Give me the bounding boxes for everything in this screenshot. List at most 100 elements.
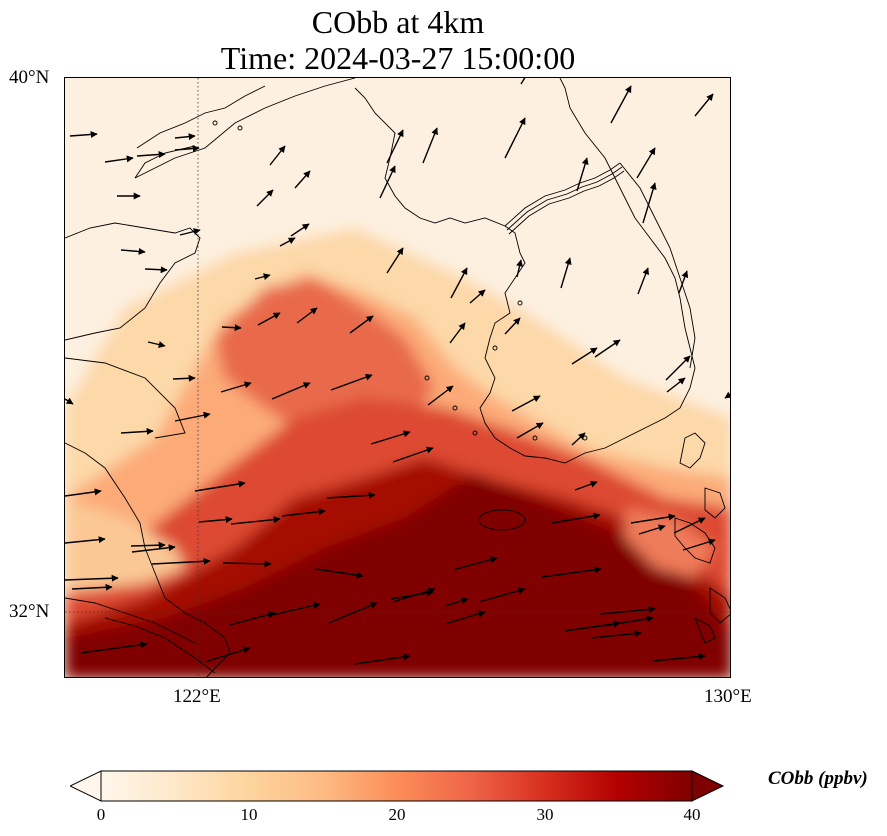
wind-arrow [65,488,102,497]
wind-arrow [174,145,200,153]
wind-arrow [290,223,310,237]
wind-vectors [65,78,730,665]
wind-arrow [444,597,469,607]
wind-arrow [179,228,201,236]
wind-arrow [560,257,572,289]
wind-arrow [390,589,434,600]
colorbar-tick-0: 0 [96,805,106,824]
wind-arrow [682,538,716,551]
wind-arrow [724,391,730,399]
wind-arrow [256,189,274,207]
wind-arrow [666,377,686,393]
wind-arrow [516,259,523,278]
wind-arrow [222,560,272,568]
wind-arrow [504,117,526,159]
wind-arrow [673,517,706,534]
wind-arrow [564,620,621,632]
wind-arrow [147,341,166,348]
wind-arrow [636,147,656,179]
colorbar-gradient [100,770,693,802]
wind-arrow [221,324,242,332]
wind-arrow [65,397,74,405]
wind-arrow [511,395,541,412]
colorbar-tick-30: 30 [536,805,554,824]
cobb-concentration-field [65,78,730,677]
wind-arrow [229,611,276,626]
wind-arrow [379,165,396,199]
wind-arrow [144,266,168,274]
wind-arrow [594,339,621,358]
wind-arrow [469,289,486,304]
wind-arrow [271,382,311,400]
wind-arrow [296,307,318,324]
wind-arrow [257,312,281,326]
colorbar-tick-20: 20 [388,805,406,824]
colorbar-tick-40: 40 [683,805,701,824]
map-canvas [65,78,730,677]
wind-arrow [571,347,598,365]
wind-arrow [104,155,134,163]
lon-label-122e: 122°E [173,686,221,707]
wind-arrow [172,374,196,382]
wind-arrow [204,646,251,663]
wind-arrow [370,430,411,445]
wind-arrow [294,170,311,189]
wind-arrow [590,630,642,639]
wind-arrow [65,574,119,582]
wind-arrow [328,602,378,624]
wind-arrow [174,133,196,141]
wind-arrow [151,557,211,565]
wind-arrow [220,381,252,393]
wind-arrow [386,247,404,274]
wind-arrow [637,267,650,295]
wind-arrow [194,480,246,492]
wind-arrow [638,524,666,535]
lat-label-32n: 32°N [9,601,50,622]
wind-arrow [599,606,656,615]
lat-label-40n: 40°N [9,67,50,88]
wind-arrow [120,247,146,255]
colorbar-title: CObb (ppbv) [768,768,868,789]
wind-arrow [678,270,689,294]
wind-arrow [269,145,286,166]
wind-arrow [642,182,657,224]
wind-arrow [574,480,598,491]
wind-arrow [665,355,691,381]
colorbar-extend-max [691,770,725,802]
wind-arrow [230,516,281,525]
wind-arrow [422,127,438,164]
wind-arrow [267,602,321,617]
map-panel [64,77,731,678]
wind-arrow [120,427,154,435]
wind-arrow [71,583,113,591]
wind-arrow [281,508,326,517]
wind-arrow [449,322,466,344]
wind-arrow [452,556,498,571]
wind-arrow [478,587,526,603]
wind-arrow [326,491,376,499]
colorbar-tick-10: 10 [240,805,258,824]
wind-arrow [541,566,602,578]
colorbar-extend-min [70,770,102,802]
wind-arrow [349,315,374,334]
wind-arrow [630,513,676,524]
wind-arrow [80,641,148,654]
wind-arrow [131,544,176,553]
wind-arrow [174,411,211,422]
colorbar [70,770,725,802]
lon-label-130e: 130°E [704,686,752,707]
wind-arrow [198,516,233,524]
wind-arrow [136,150,166,158]
wind-arrow [444,610,486,625]
wind-arrow [279,237,296,247]
wind-arrow [652,653,706,662]
map-title: CObb at 4km [311,4,485,40]
wind-arrow [551,512,601,524]
wind-arrow [69,130,98,138]
gridlines [65,78,730,677]
wind-arrow [610,85,632,124]
wind-arrow [65,536,106,544]
wind-arrow [576,157,589,192]
wind-arrow [516,422,544,439]
wind-arrow [694,93,714,117]
